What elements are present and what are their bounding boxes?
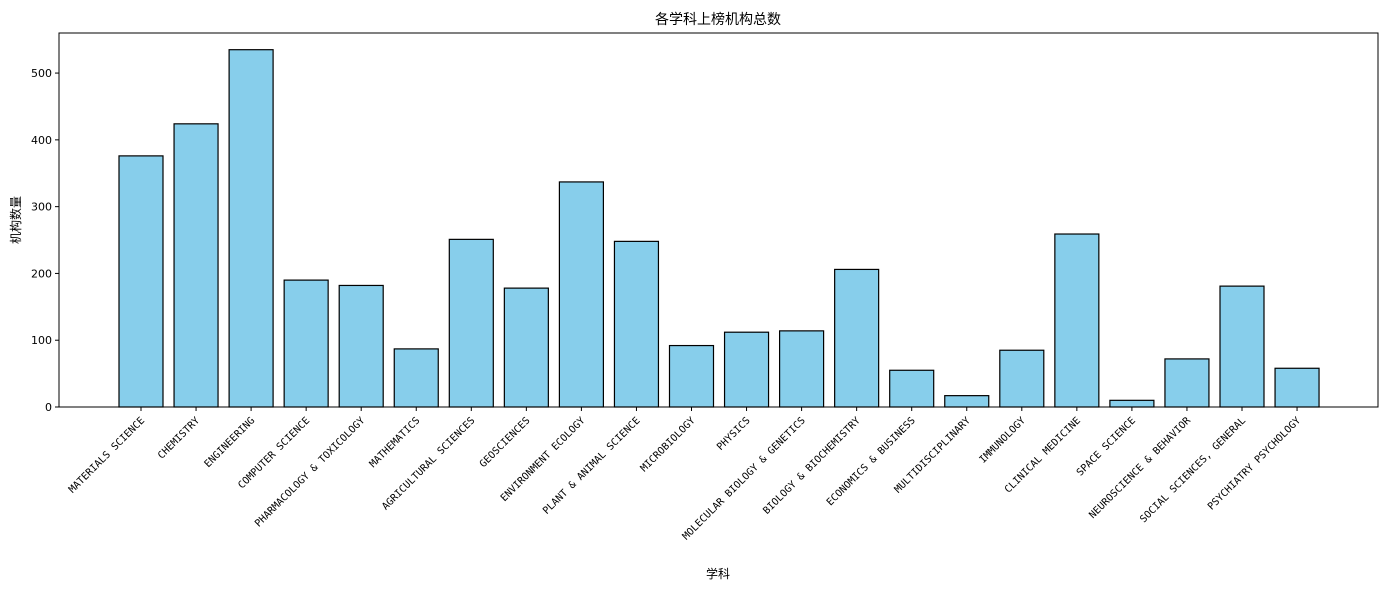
bar-clinical-medicine — [1054, 233, 1100, 408]
y-tick-labels: 0 100 200 300 400 500 — [31, 67, 52, 414]
x-tick-label: SOCIAL SCIENCES, GENERAL — [1138, 415, 1248, 525]
x-tick-label: NEUROSCIENCE & BEHAVIOR — [1087, 415, 1193, 521]
plot-frame — [58, 32, 1379, 408]
bar-economics-business — [889, 369, 935, 408]
bar-mathematics — [393, 348, 439, 408]
y-tick-label: 0 — [45, 401, 52, 414]
bar-multidisciplinary — [944, 395, 990, 408]
bar-neuroscience-behavior — [1164, 358, 1210, 408]
bar-chemistry — [173, 123, 219, 408]
bar-social-sciences-general — [1219, 285, 1265, 408]
bar-molecular-biology-genetics — [778, 330, 825, 408]
bar-immunology — [999, 349, 1045, 408]
x-tick-label: ECONOMICS & BUSINESS — [825, 415, 918, 508]
x-tick-label: ENGINEERING — [203, 415, 258, 470]
x-axis-label: 学科 — [706, 566, 730, 581]
x-tick-labels: MATERIALS SCIENCE CHEMISTRY ENGINEERINGCOM… — [67, 415, 1303, 543]
bar-biology-biochemistry — [834, 268, 880, 408]
x-tick-label: BIOLOGY & BIOCHEMISTRY — [761, 415, 862, 516]
x-tick-label: MICROBIOLOGY — [639, 415, 698, 474]
x-tick-label: AGRICULTURAL SCIENCES — [380, 415, 477, 512]
chart-title: 各学科上榜机构总数 — [655, 11, 781, 28]
bar-computer-science — [283, 279, 329, 408]
bar-materials-science — [118, 155, 164, 408]
x-tick-label: PSYCHIATRY PSYCHOLOGY — [1206, 415, 1303, 512]
bar-engineering — [228, 49, 274, 408]
x-tick-label: MATHEMATICS — [368, 415, 423, 470]
x-tick-label: MATERIALS SCIENCE — [67, 415, 147, 495]
bar-agricultural-sciences — [448, 238, 494, 408]
bar-plant-animal-science — [613, 240, 660, 408]
x-tick-label: PLANT & ANIMAL SCIENCE — [541, 415, 642, 516]
x-tick-label: MOLECULAR BIOLOGY & GENETICS — [681, 415, 808, 542]
y-tick-label: 200 — [31, 267, 52, 280]
bar-space-science — [1109, 399, 1155, 408]
y-tick-label: 300 — [31, 201, 52, 214]
bar-microbiology — [668, 344, 715, 408]
bar-geosciences — [503, 287, 549, 408]
y-tick-label: 100 — [31, 334, 52, 347]
y-axis-label: 机构数量 — [8, 196, 23, 244]
bar-pharmacology-toxicology — [338, 284, 384, 408]
y-tick-label: 500 — [31, 67, 52, 80]
x-tick-label: GEOSCIENCES — [478, 415, 533, 470]
x-tick-label: CHEMISTRY — [156, 415, 202, 461]
x-tick-label: IMMUNOLOGY — [978, 415, 1028, 465]
y-tick-label: 400 — [31, 134, 52, 147]
x-tick-label: PHYSICS — [715, 415, 753, 453]
bar-environment-ecology — [558, 181, 605, 408]
bar-psychiatry-psychology — [1274, 367, 1320, 408]
x-tick-label: PHARMACOLOGY & TOXICOLOGY — [253, 415, 367, 529]
x-tick-label: SPACE SCIENCE — [1075, 415, 1138, 478]
bar-physics — [723, 331, 770, 408]
bars-group — [118, 49, 1320, 408]
axes-group — [55, 32, 1379, 411]
